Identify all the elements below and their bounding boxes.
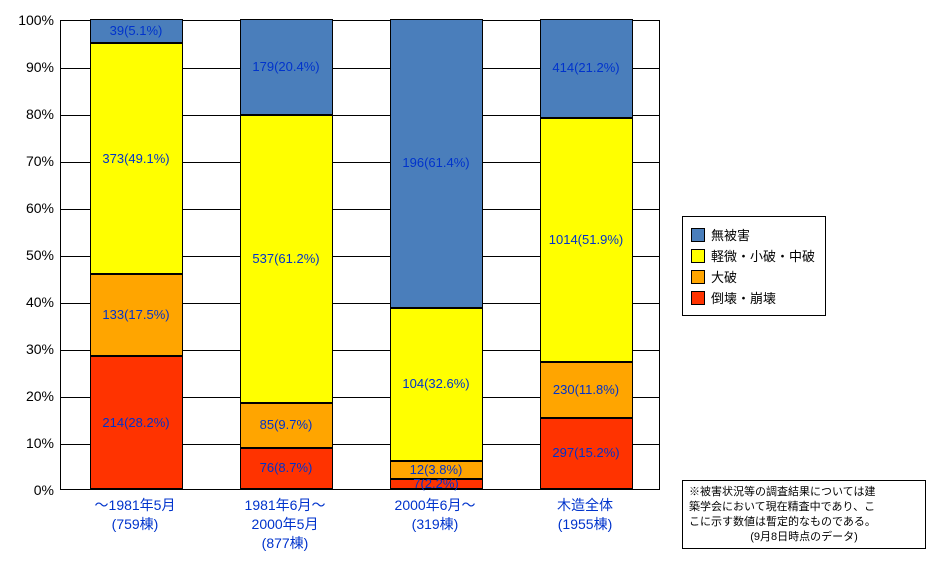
y-tick-label: 10%	[0, 435, 54, 451]
bar-segment-collapse: 7(2.2%)	[390, 479, 483, 489]
bar-segment-none: 196(61.4%)	[390, 19, 483, 308]
y-tick-label: 40%	[0, 294, 54, 310]
bar-segment-collapse: 76(8.7%)	[240, 448, 333, 489]
bar-segment-severe: 12(3.8%)	[390, 461, 483, 479]
footnote-line: 築学会において現在精査中であり、こ	[689, 500, 919, 515]
segment-value-label: 85(9.7%)	[260, 418, 313, 432]
bar-segment-severe: 133(17.5%)	[90, 274, 183, 356]
y-tick-label: 100%	[0, 12, 54, 28]
legend-item-none: 無被害	[691, 225, 815, 244]
footnote-line: こに示す数値は暫定的なものである。	[689, 515, 919, 530]
legend-swatch	[691, 228, 705, 242]
damage-stacked-bar-chart: 214(28.2%) 133(17.5%) 373(49.1%) 39(5.1%) 76…	[0, 0, 936, 577]
legend-item-minor: 軽微・小破・中破	[691, 246, 815, 265]
legend-swatch	[691, 249, 705, 263]
segment-value-label: 196(61.4%)	[402, 156, 469, 170]
bar-segment-none: 179(20.4%)	[240, 19, 333, 115]
x-category-label: ～1981年5月 (759棟)	[60, 496, 210, 534]
bar-segment-minor: 373(49.1%)	[90, 43, 183, 274]
y-tick-label: 30%	[0, 341, 54, 357]
legend-swatch	[691, 291, 705, 305]
legend-item-severe: 大破	[691, 267, 815, 286]
bar-segment-collapse: 214(28.2%)	[90, 356, 183, 489]
bar-segment-none: 39(5.1%)	[90, 19, 183, 43]
bar-segment-minor: 1014(51.9%)	[540, 118, 633, 362]
y-tick-label: 20%	[0, 388, 54, 404]
bar-segment-severe: 230(11.8%)	[540, 362, 633, 417]
legend-label: 大破	[711, 267, 737, 286]
bar-segment-minor: 104(32.6%)	[390, 308, 483, 461]
x-category-label: 2000年6月～ (319棟)	[360, 496, 510, 534]
segment-value-label: 76(8.7%)	[260, 461, 313, 475]
bar-segment-none: 414(21.2%)	[540, 19, 633, 119]
x-category-label: 1981年6月～ 2000年5月 (877棟)	[210, 496, 360, 553]
bar-segment-minor: 537(61.2%)	[240, 115, 333, 403]
bar-segment-severe: 85(9.7%)	[240, 403, 333, 449]
segment-value-label: 537(61.2%)	[252, 252, 319, 266]
footnote-box: ※被害状況等の調査結果については建築学会において現在精査中であり、ここに示す数値…	[682, 480, 926, 549]
segment-value-label: 230(11.8%)	[553, 383, 619, 397]
bar-group: 76(8.7%) 85(9.7%) 537(61.2%) 179(20.4%)	[240, 19, 333, 489]
bar-group: 7(2.2%)12(3.8%) 104(32.6%) 196(61.4%)	[390, 19, 483, 489]
segment-value-label: 1014(51.9%)	[549, 233, 623, 247]
legend-label: 軽微・小破・中破	[711, 246, 815, 265]
segment-value-label: 297(15.2%)	[552, 446, 619, 460]
bar-segment-collapse: 297(15.2%)	[540, 418, 633, 489]
footnote-line: ※被害状況等の調査結果については建	[689, 485, 919, 500]
y-tick-label: 50%	[0, 247, 54, 263]
legend: 無被害軽微・小破・中破大破倒壊・崩壊	[682, 216, 826, 316]
y-tick-label: 60%	[0, 200, 54, 216]
segment-value-label: 414(21.2%)	[552, 61, 619, 75]
segment-value-label: 179(20.4%)	[252, 60, 319, 74]
y-tick-label: 90%	[0, 59, 54, 75]
segment-value-label: 214(28.2%)	[102, 416, 169, 430]
bar-group: 214(28.2%) 133(17.5%) 373(49.1%) 39(5.1%)	[90, 19, 183, 489]
plot-area: 214(28.2%) 133(17.5%) 373(49.1%) 39(5.1%) 76…	[60, 20, 660, 490]
segment-value-label: 7(2.2%)	[413, 477, 459, 491]
segment-value-label: 133(17.5%)	[102, 308, 169, 322]
y-tick-label: 70%	[0, 153, 54, 169]
bar-group: 297(15.2%) 230(11.8%) 1014(51.9%) 414(21.2%…	[540, 19, 633, 489]
legend-item-collapse: 倒壊・崩壊	[691, 288, 815, 307]
legend-swatch	[691, 270, 705, 284]
segment-value-label: 12(3.8%)	[410, 463, 463, 477]
y-tick-label: 80%	[0, 106, 54, 122]
legend-label: 無被害	[711, 225, 750, 244]
segment-value-label: 39(5.1%)	[110, 24, 163, 38]
x-category-label: 木造全体 (1955棟)	[510, 496, 660, 534]
footnote-line: (9月8日時点のデータ)	[689, 530, 919, 545]
segment-value-label: 373(49.1%)	[102, 152, 169, 166]
y-tick-label: 0%	[0, 482, 54, 498]
segment-value-label: 104(32.6%)	[402, 377, 469, 391]
legend-label: 倒壊・崩壊	[711, 288, 776, 307]
